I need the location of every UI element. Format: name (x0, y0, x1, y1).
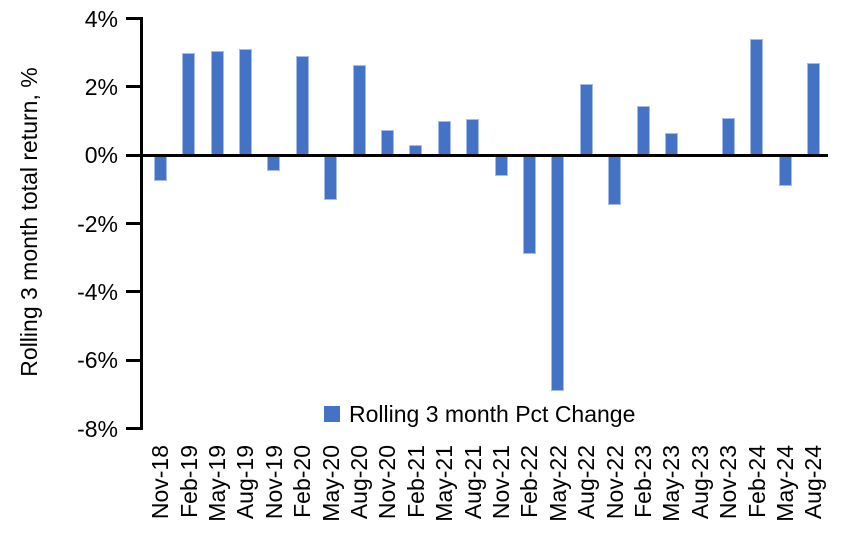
bar (636, 105, 650, 156)
legend-swatch-icon (324, 406, 340, 422)
x-tick-label: May-23 (658, 445, 685, 522)
x-tick-label: May-22 (544, 445, 571, 522)
bar (721, 117, 735, 156)
y-tick-label: 2% (84, 73, 118, 100)
x-tick-label: Aug-23 (686, 445, 713, 520)
x-tick-label: Aug-21 (459, 445, 486, 520)
bar (437, 121, 451, 156)
x-tick-label: Aug-19 (232, 445, 259, 520)
x-tick-label: Nov-18 (147, 445, 174, 520)
bar (608, 155, 622, 205)
x-tick-label: Nov-19 (260, 445, 287, 520)
bar (210, 51, 224, 156)
x-tick-label: Nov-22 (601, 445, 628, 520)
x-tick-label: May-19 (204, 445, 230, 522)
bar (466, 119, 480, 156)
bar (267, 155, 281, 171)
bar (324, 155, 338, 200)
y-tick-mark (126, 153, 140, 157)
bar (153, 155, 167, 181)
y-tick-mark (126, 85, 140, 89)
x-tick-label: Nov-21 (488, 445, 514, 520)
y-tick-label: 4% (84, 5, 118, 32)
y-tick-label: 0% (84, 142, 118, 169)
x-axis-zero-line (140, 153, 828, 157)
y-axis-line (140, 17, 143, 430)
bar (778, 155, 792, 187)
bar (182, 52, 196, 156)
x-tick-label: Feb-21 (402, 445, 429, 518)
y-tick-label: -2% (77, 210, 118, 237)
x-tick-label: May-20 (317, 445, 344, 522)
x-tick-label: Aug-22 (573, 445, 600, 520)
x-tick-label: Feb-23 (630, 445, 656, 518)
x-tick-label: Aug-24 (800, 445, 827, 520)
bar (806, 63, 820, 156)
bar (551, 155, 565, 392)
x-tick-label: Feb-24 (743, 445, 770, 518)
x-tick-label: Feb-19 (175, 445, 202, 518)
y-tick-label: -6% (77, 347, 118, 374)
x-tick-label: Nov-23 (715, 445, 742, 520)
bar (664, 133, 678, 156)
x-tick-label: Nov-20 (374, 445, 401, 520)
bar (380, 129, 394, 156)
x-tick-label: May-24 (772, 445, 798, 522)
bar (750, 39, 764, 156)
y-tick-mark (126, 427, 140, 431)
x-tick-label: Feb-22 (516, 445, 543, 518)
x-tick-label: May-21 (431, 445, 458, 522)
bar (352, 64, 366, 156)
y-tick-label: -8% (77, 415, 118, 442)
x-tick-label: Feb-20 (289, 445, 316, 518)
bar (522, 155, 536, 255)
bar (579, 83, 593, 156)
y-tick-label: -4% (77, 278, 118, 305)
legend: Rolling 3 month Pct Change (324, 402, 635, 426)
bar (295, 56, 309, 156)
y-tick-mark (126, 290, 140, 294)
y-tick-mark (126, 222, 140, 226)
bar (494, 155, 508, 176)
x-tick-label: Aug-20 (346, 445, 372, 520)
bar (238, 49, 252, 156)
legend-label: Rolling 3 month Pct Change (349, 401, 636, 427)
y-tick-mark (126, 17, 140, 21)
y-tick-mark (126, 358, 140, 362)
